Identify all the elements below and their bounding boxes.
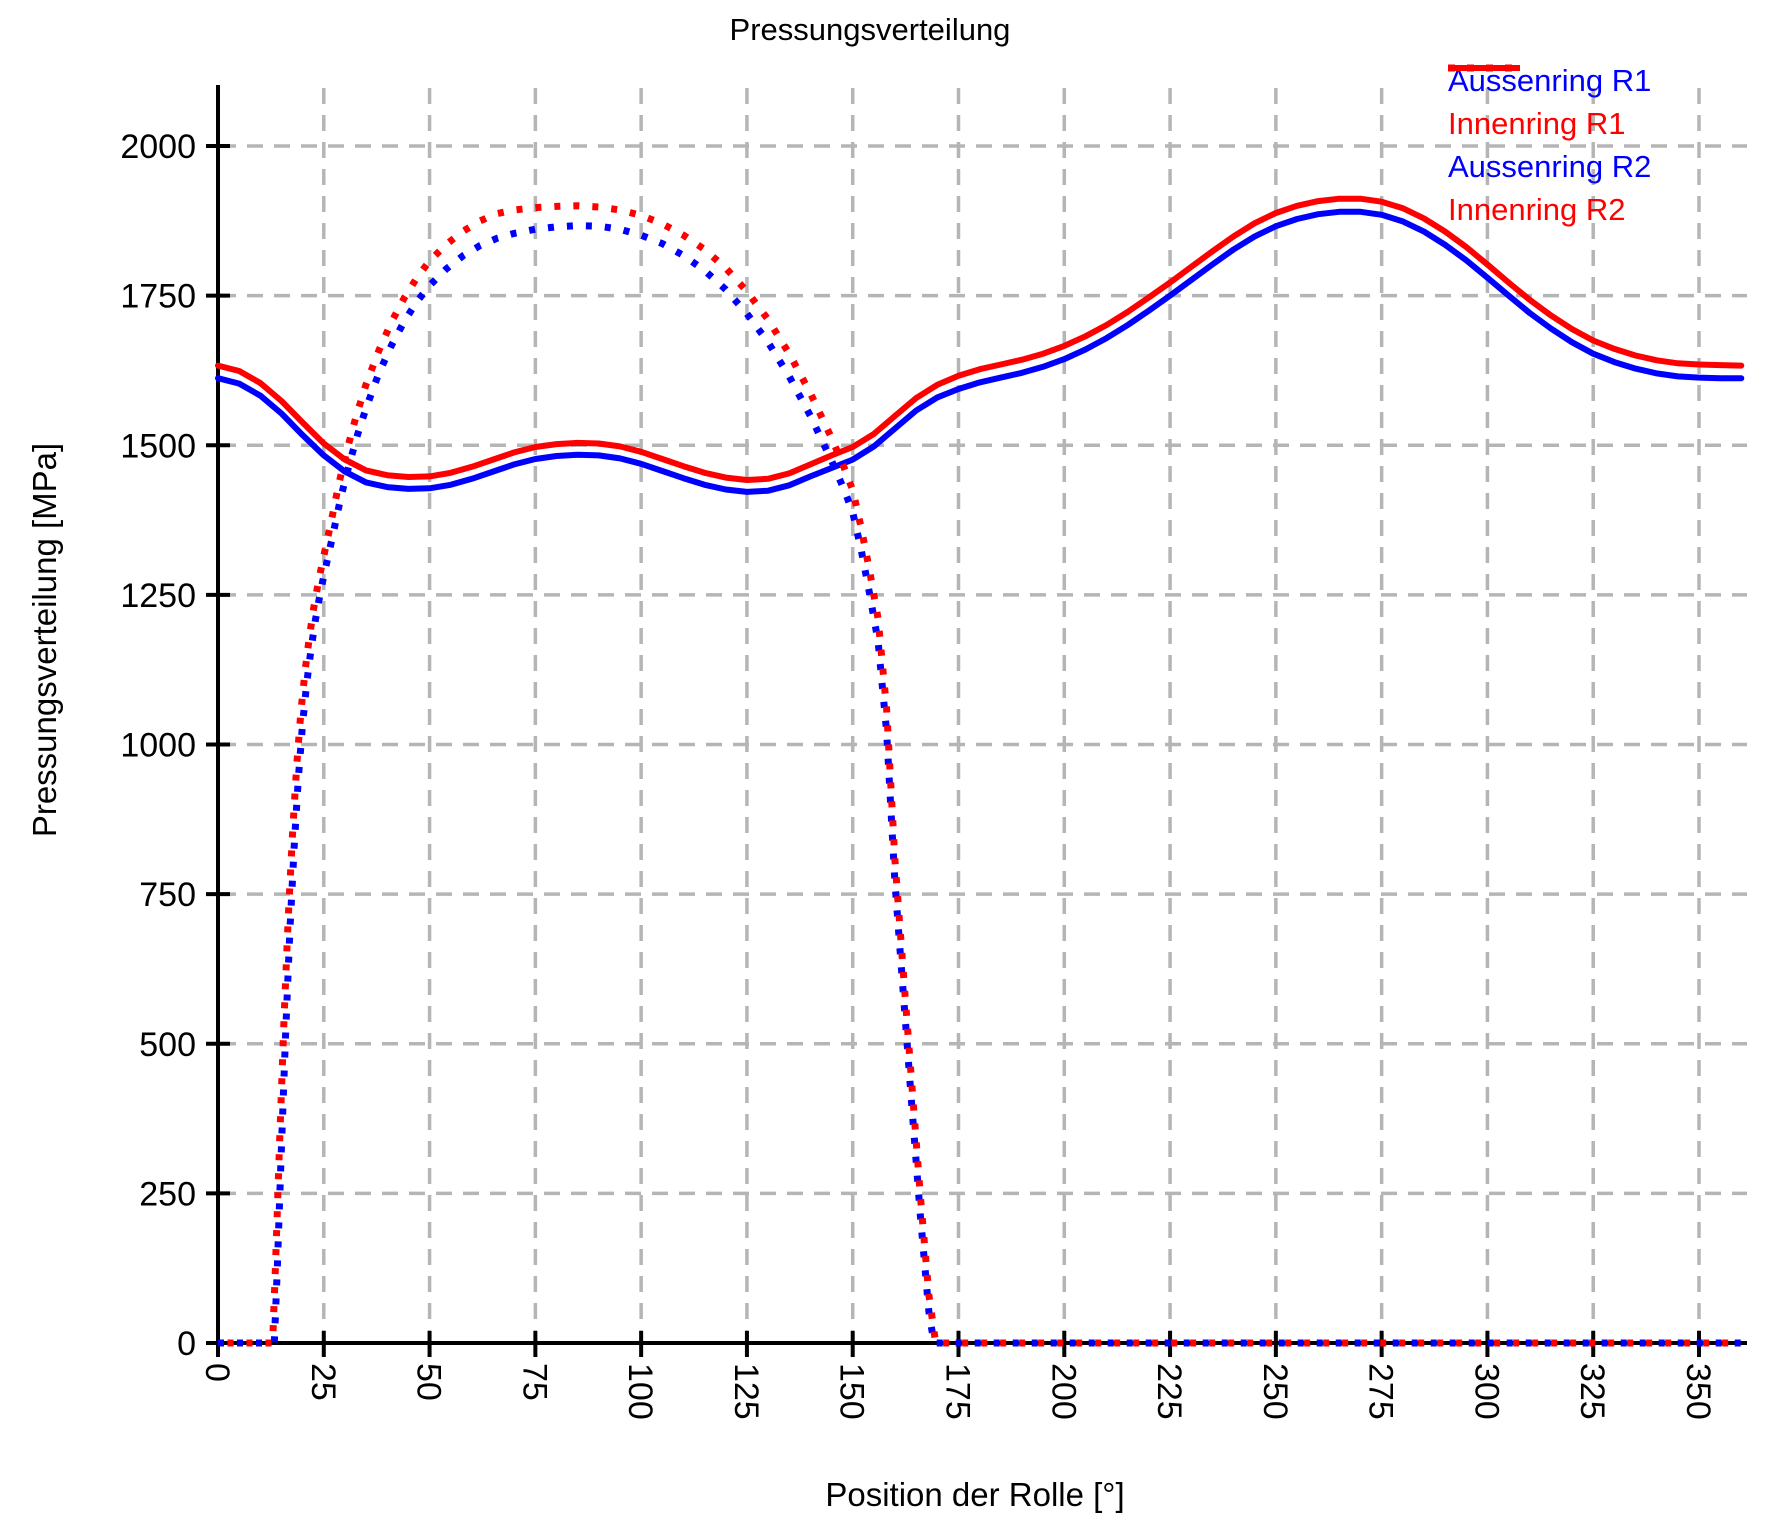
legend-label: Innenring R2 [1448, 191, 1626, 227]
x-tick-label: 250 [1256, 1363, 1294, 1420]
curve-aussenring-r2 [218, 222, 1742, 1347]
y-tick-label: 1250 [120, 577, 196, 615]
curve-innenring-r1 [215, 195, 1745, 483]
x-tick-label: 275 [1362, 1363, 1400, 1420]
y-axis-title: Pressungsverteilung [MPa] [26, 443, 63, 837]
y-tick-label: 1500 [120, 427, 196, 465]
legend-item-aussenring-r2: Aussenring R2 [1448, 64, 1652, 184]
y-tick-label: 500 [139, 1026, 196, 1064]
axis-labels: Pressungsverteilung Position der Rolle [… [26, 12, 1125, 1513]
x-tick-label: 300 [1467, 1363, 1505, 1420]
legend-label: Innenring R1 [1448, 105, 1626, 141]
x-tick-label: 100 [621, 1363, 659, 1420]
y-tick-label: 1000 [120, 727, 196, 765]
x-tick-label: 325 [1573, 1363, 1611, 1420]
x-tick-label: 150 [833, 1363, 871, 1420]
y-tick-label: 1750 [120, 278, 196, 316]
legend-line-sample-dotted-red [1448, 64, 1520, 72]
legend-item-innenring-r2: Innenring R2 [1448, 64, 1651, 227]
x-axis-title: Position der Rolle [°] [825, 1476, 1124, 1513]
legend-label: Aussenring R2 [1448, 148, 1652, 184]
y-tick-label: 0 [177, 1325, 196, 1363]
x-tick-label: 175 [939, 1363, 977, 1420]
y-tick-label: 2000 [120, 128, 196, 166]
x-tick-label: 50 [410, 1363, 448, 1401]
grid-lines [220, 88, 1747, 1341]
data-series [215, 195, 1745, 1347]
axes: 0 25 50 75 100 125 150 175 200 225 250 275 300 325 350… [120, 85, 1747, 1420]
y-tick-label: 750 [139, 876, 196, 914]
x-tick-label: 75 [515, 1363, 553, 1401]
x-tick-label: 350 [1679, 1363, 1717, 1420]
legend: Aussenring R1 Innenring R1 Aussenring R2… [1448, 63, 1651, 227]
x-tick-label: 125 [727, 1363, 765, 1420]
x-tick-label: 0 [198, 1363, 236, 1382]
x-tick-label: 25 [304, 1363, 342, 1401]
x-tick-label: 200 [1044, 1363, 1082, 1420]
curve-aussenring-r1 [215, 208, 1745, 495]
curve-innenring-r2 [218, 202, 1742, 1347]
legend-item-innenring-r1: Innenring R1 [1448, 65, 1651, 141]
chart-title: Pressungsverteilung [730, 12, 1011, 47]
x-tick-label: 225 [1150, 1363, 1188, 1420]
y-tick-label: 250 [139, 1175, 196, 1213]
